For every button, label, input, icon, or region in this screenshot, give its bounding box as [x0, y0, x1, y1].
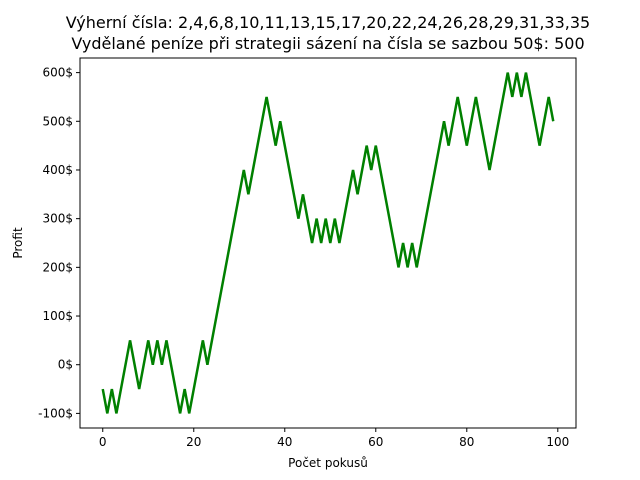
y-tick-label: 400$ — [42, 163, 73, 177]
x-tick-label: 40 — [277, 435, 292, 449]
y-tick-label: 100$ — [42, 309, 73, 323]
x-axis: 0 20 40 60 80 100 — [99, 428, 569, 449]
y-axis-label: Profit — [11, 227, 25, 259]
y-axis: -100$ 0$ 100$ 200$ 300$ 400$ 500$ 600$ — [38, 66, 80, 420]
chart-title-line-1: Výherní čísla: 2,4,6,8,10,11,13,15,17,20… — [66, 13, 590, 32]
x-tick-label: 100 — [546, 435, 569, 449]
chart-title-line-2: Vydělané peníze při strategii sázení na … — [71, 34, 584, 53]
y-tick-label: 0$ — [58, 358, 73, 372]
x-tick-label: 0 — [99, 435, 107, 449]
y-tick-label: 500$ — [42, 114, 73, 128]
y-tick-label: 200$ — [42, 260, 73, 274]
plot-area — [80, 58, 576, 428]
x-tick-label: 80 — [459, 435, 474, 449]
profit-line — [101, 72, 555, 414]
y-tick-label: -100$ — [38, 406, 73, 420]
x-axis-label: Počet pokusů — [288, 456, 368, 470]
y-tick-label: 600$ — [42, 66, 73, 80]
x-tick-label: 60 — [368, 435, 383, 449]
plot-frame — [79, 57, 577, 429]
y-tick-label: 300$ — [42, 212, 73, 226]
x-tick-label: 20 — [186, 435, 201, 449]
